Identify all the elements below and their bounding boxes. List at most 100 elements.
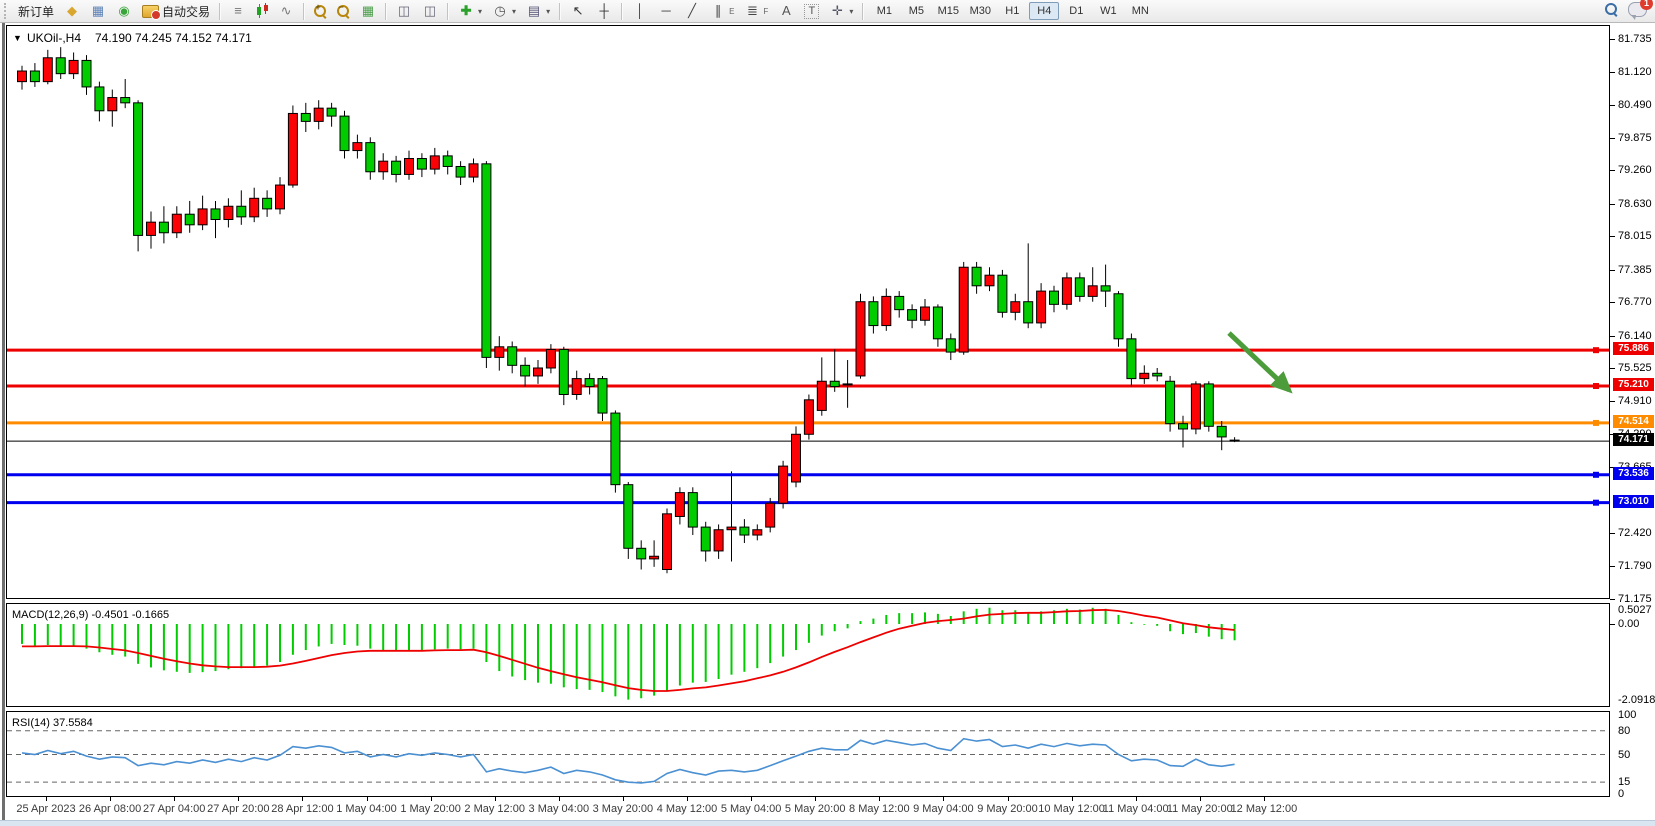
timeframe-button-w1[interactable]: W1 [1100,5,1117,17]
trend-arrow-annotation[interactable] [1227,331,1293,394]
separator [385,2,388,20]
rsi-label: RSI(14) 37.5584 [12,717,93,729]
autotrade-button[interactable]: 自动交易 [137,1,215,22]
horizontal-level-line[interactable] [7,471,1609,478]
charts-window-icon: ▦ [91,3,105,18]
candle [1152,367,1163,382]
candle [313,100,324,130]
chat-icon[interactable]: 1 [1628,0,1653,20]
candle [29,63,40,87]
tile-windows-icon: ▦ [361,3,375,18]
candle [68,52,79,79]
profile-b-button[interactable]: ◫ [417,1,443,22]
macd-axis-label: 0.5027 [1618,604,1652,616]
signal-icon: ◉ [118,3,130,18]
channel-tool[interactable]: ∥ E [705,1,739,22]
candle [455,161,466,186]
candle [881,288,892,331]
price-axis-tick [1610,400,1615,402]
template-button[interactable]: ▤ ▾ [521,1,555,22]
candle [520,357,531,387]
time-axis-label: 1 May 20:00 [400,803,461,815]
timeframe-button-m15[interactable]: M15 [937,5,960,17]
horizontal-level-line[interactable] [7,499,1609,506]
price-axis-tick [1610,566,1615,568]
price-chart-panel[interactable]: ▼ UKOil-,H4 74.190 74.245 74.152 74.171 [6,25,1610,599]
toolbar-grip[interactable] [4,3,11,19]
candle [197,195,208,231]
price-axis-label: 76.140 [1618,329,1652,342]
zoom-out-button[interactable]: − [332,1,355,22]
candle [971,261,982,294]
line-chart-button[interactable]: ∿ [273,1,299,22]
time-axis-label: 11 May 04:00 [1102,803,1169,815]
candle [700,521,711,562]
timeframe-button-m5[interactable]: M5 [908,5,924,17]
time-axis[interactable]: 25 Apr 2023 26 Apr 08:00 27 Apr 04:00 27 Ap… [6,797,1610,820]
timeframe-button-m30[interactable]: M30 [969,5,992,17]
signal-button[interactable]: ◉ [111,1,137,22]
candle [907,304,918,329]
timeframe-button-h4[interactable]: H4 [1029,2,1060,20]
time-axis-tick [302,797,304,801]
gold-stack-icon[interactable]: ◆ [59,1,85,22]
rsi-chart[interactable]: RSI(14) 37.5584 [7,712,1609,796]
price-axis-label: 79.260 [1618,164,1652,177]
vertical-line-tool[interactable]: │ [627,1,653,22]
symbol-collapse-icon[interactable]: ▼ [13,33,22,43]
profile-a-button[interactable]: ◫ [391,1,417,22]
candle [545,344,556,374]
candle [442,150,453,175]
horizontal-line-tool[interactable]: ─ [653,1,679,22]
candle [1229,437,1240,443]
price-axis[interactable]: 81.735 81.120 80.490 79.875 79.260 78.630 78.0… [1610,23,1655,820]
candle [674,487,685,525]
price-axis-tick [1610,302,1615,304]
timeframe-button-m1[interactable]: M1 [876,5,892,17]
horizontal-level-line[interactable] [7,383,1609,390]
text-tool[interactable]: A [773,1,799,22]
indicators-button[interactable]: ✚ ▾ [453,1,487,22]
separator [219,2,222,20]
timeframe-button-h1[interactable]: H1 [1005,5,1020,17]
text-label-tool[interactable]: T [799,1,824,22]
candle [816,357,827,416]
candle [171,206,182,239]
trendline-tool[interactable]: ╱ [679,1,705,22]
trendline-icon: ╱ [688,3,696,18]
crosshair-icon: ┼ [599,3,609,18]
timeframe-button-d1[interactable]: D1 [1069,5,1084,17]
zoom-in-button[interactable]: + [309,1,332,22]
candle-chart-button[interactable] [251,1,273,22]
arrows-tool[interactable]: ✛ ▾ [824,1,858,22]
time-axis-tick [751,797,753,801]
separator [621,2,624,20]
time-axis-label: 28 Apr 12:00 [271,803,334,815]
time-axis-label: 5 May 04:00 [720,803,782,815]
tile-windows-button[interactable]: ▦ [355,1,381,22]
horizontal-level-line[interactable] [7,347,1609,354]
timeframes-menu-button[interactable]: ◷ ▾ [487,1,521,22]
chart-title-symbol: UKOil-,H4 [27,31,81,45]
macd-panel[interactable]: MACD(12,26,9) -0.4501 -0.1665 [6,603,1610,707]
candle [365,137,376,180]
time-axis-tick [943,797,945,801]
charts-window-button[interactable]: ▦ [85,1,111,22]
timeframe-button-mn[interactable]: MN [1131,5,1149,17]
price-chart[interactable]: ▼ UKOil-,H4 74.190 74.245 74.152 74.171 [7,26,1609,598]
rsi-axis-label: 15 [1618,776,1631,789]
time-axis-label: 3 May 04:00 [528,803,590,815]
macd-chart[interactable]: MACD(12,26,9) -0.4501 -0.1665 [7,604,1609,706]
search-icon[interactable] [1605,3,1618,17]
crosshair-button[interactable]: ┼ [591,1,617,22]
cursor-button[interactable]: ↖ [565,1,591,22]
toolbar: 新订单 ◆ ▦ ◉ 自动交易 ≡ ∿ + − ▦ ◫ ◫ ✚ ▾ ◷ [0,0,1655,23]
price-axis-label: 72.420 [1618,526,1652,539]
price-axis-tick [1610,368,1615,370]
fibonacci-tool[interactable]: ≣ F [739,1,773,22]
rsi-panel[interactable]: RSI(14) 37.5584 [6,711,1610,797]
candle [894,291,905,318]
bar-chart-button[interactable]: ≡ [225,1,251,22]
separator [559,2,562,20]
new-order-button[interactable]: 新订单 [13,1,59,22]
